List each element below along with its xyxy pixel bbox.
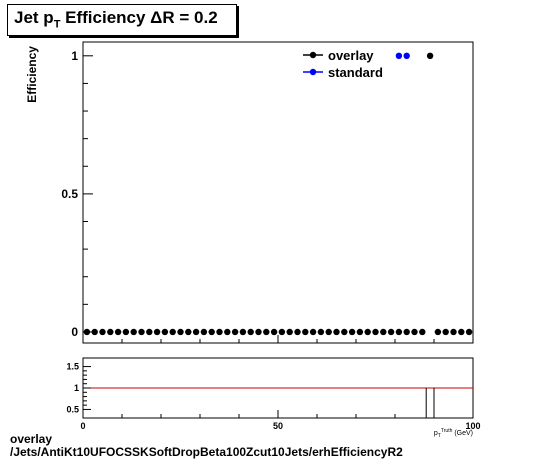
- data-point-overlay: [325, 328, 332, 336]
- ratio-x-tick-label: 0: [80, 421, 85, 431]
- x-axis-label-sup: Truth: [441, 428, 453, 434]
- x-axis-label: pTTruth (GeV): [434, 428, 473, 439]
- legend-label-standard: standard: [328, 65, 383, 80]
- y-tick-label: 1: [71, 49, 78, 63]
- data-point-overlay: [341, 328, 348, 336]
- data-point-overlay: [239, 328, 247, 336]
- data-point-overlay: [107, 328, 114, 336]
- data-point-standard: [403, 52, 410, 60]
- main-plot-frame: [82, 41, 474, 344]
- legend-marker-overlay: [309, 51, 317, 59]
- y-tick-label: 0.5: [61, 187, 78, 201]
- data-point-overlay: [231, 328, 239, 336]
- data-point-overlay: [224, 328, 231, 336]
- title-box: Jet pT Efficiency ΔR = 0.2: [7, 4, 237, 36]
- y-axis-label: Efficiency: [25, 46, 39, 103]
- data-point-overlay: [309, 328, 317, 336]
- y-tick-label: 0: [71, 325, 78, 339]
- data-point-overlay: [192, 328, 200, 336]
- data-point-overlay: [263, 328, 270, 336]
- ratio-x-tick-label: 50: [273, 421, 283, 431]
- data-point-standard: [395, 52, 403, 60]
- data-point-overlay: [185, 328, 192, 336]
- data-point-overlay: [270, 328, 278, 336]
- data-point-overlay: [317, 328, 325, 336]
- data-point-overlay: [395, 328, 403, 336]
- data-point-overlay: [348, 328, 356, 336]
- x-axis-label-sub: T: [438, 433, 441, 439]
- ratio-x-tick-label: 100: [465, 421, 480, 431]
- data-point-overlay: [380, 328, 387, 336]
- ratio-y-tick-label: 1: [74, 383, 79, 393]
- data-point-overlay: [255, 328, 262, 336]
- data-point-overlay: [465, 328, 473, 336]
- data-point-overlay: [130, 328, 137, 336]
- data-point-overlay: [83, 328, 91, 336]
- data-point-overlay: [208, 328, 215, 336]
- title-prefix: Jet p: [14, 8, 54, 27]
- footer-line2: /Jets/AntiKt10UFOCSSKSoftDropBeta100Zcut…: [10, 445, 403, 459]
- data-point-overlay: [200, 328, 208, 336]
- x-axis-label-p: p: [434, 430, 438, 437]
- data-point-overlay: [356, 328, 364, 336]
- data-point-overlay: [138, 328, 145, 336]
- data-point-overlay: [434, 328, 442, 336]
- title-suffix: Efficiency ΔR = 0.2: [60, 8, 218, 27]
- data-point-overlay: [153, 328, 161, 336]
- data-point-overlay: [426, 52, 434, 60]
- data-point-overlay: [364, 328, 371, 336]
- data-point-overlay: [247, 328, 254, 336]
- legend-label-overlay: overlay: [328, 48, 374, 63]
- footer-line1: overlay: [10, 432, 53, 446]
- chart-title: Jet pT Efficiency ΔR = 0.2: [14, 8, 218, 30]
- data-point-overlay: [294, 328, 301, 336]
- x-axis-label-unit: (GeV): [452, 430, 473, 437]
- ratio-y-tick-label: 0.5: [66, 404, 79, 414]
- data-point-overlay: [278, 328, 286, 336]
- data-point-overlay: [146, 328, 153, 336]
- data-point-overlay: [216, 328, 223, 336]
- data-point-overlay: [333, 328, 340, 336]
- data-point-overlay: [442, 328, 449, 336]
- data-point-overlay: [458, 328, 465, 336]
- data-point-overlay: [372, 328, 379, 336]
- data-point-overlay: [403, 328, 410, 336]
- data-point-overlay: [91, 328, 98, 336]
- data-point-overlay: [169, 328, 176, 336]
- data-point-overlay: [114, 328, 122, 336]
- ratio-y-tick-label: 1.5: [66, 362, 79, 372]
- data-point-overlay: [99, 328, 106, 336]
- data-point-overlay: [411, 328, 418, 336]
- data-point-overlay: [450, 328, 457, 336]
- data-point-overlay: [122, 328, 130, 336]
- data-point-overlay: [161, 328, 169, 336]
- data-point-overlay: [302, 328, 309, 336]
- legend-marker-standard: [309, 68, 317, 76]
- data-point-overlay: [387, 328, 395, 336]
- data-point-overlay: [419, 328, 426, 336]
- data-point-overlay: [286, 328, 293, 336]
- data-point-overlay: [177, 328, 184, 336]
- title-subscript: T: [53, 18, 61, 31]
